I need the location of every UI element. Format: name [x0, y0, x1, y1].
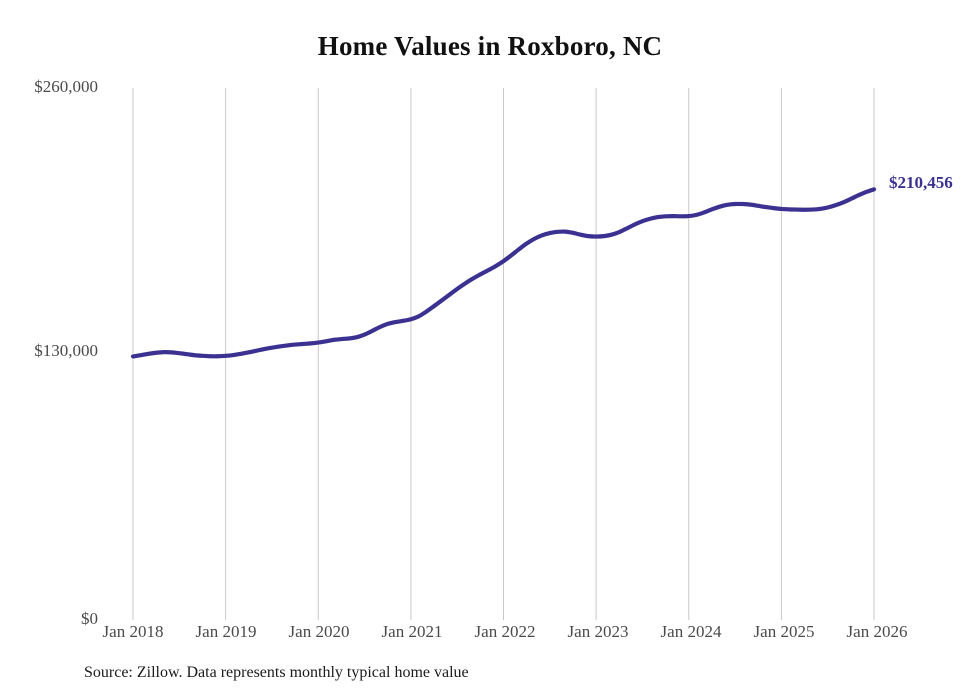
- ytick-label-0: $0: [81, 609, 98, 628]
- xtick-label-jan-2024: Jan 2024: [660, 622, 722, 641]
- chart-title: Home Values in Roxboro, NC: [317, 31, 663, 61]
- xtick-label-jan-2025: Jan 2025: [753, 622, 815, 641]
- xtick-label-jan-2021: Jan 2021: [381, 622, 443, 641]
- ytick-label-260000: $260,000: [34, 77, 98, 96]
- ytick-label-130000: $130,000: [34, 341, 98, 360]
- xtick-label-jan-2023: Jan 2023: [567, 622, 629, 641]
- series-end-value-label: $210,456: [889, 173, 953, 193]
- series-line-typical-home-value: [130, 187, 877, 359]
- xtick-label-jan-2018: Jan 2018: [102, 622, 164, 641]
- xtick-label-jan-2019: Jan 2019: [195, 622, 257, 641]
- xtick-label-jan-2020: Jan 2020: [288, 622, 350, 641]
- xtick-label-jan-2022: Jan 2022: [474, 622, 536, 641]
- xtick-label-jan-2026: Jan 2026: [846, 622, 908, 641]
- source-note: Source: Zillow. Data represents monthly …: [84, 664, 469, 681]
